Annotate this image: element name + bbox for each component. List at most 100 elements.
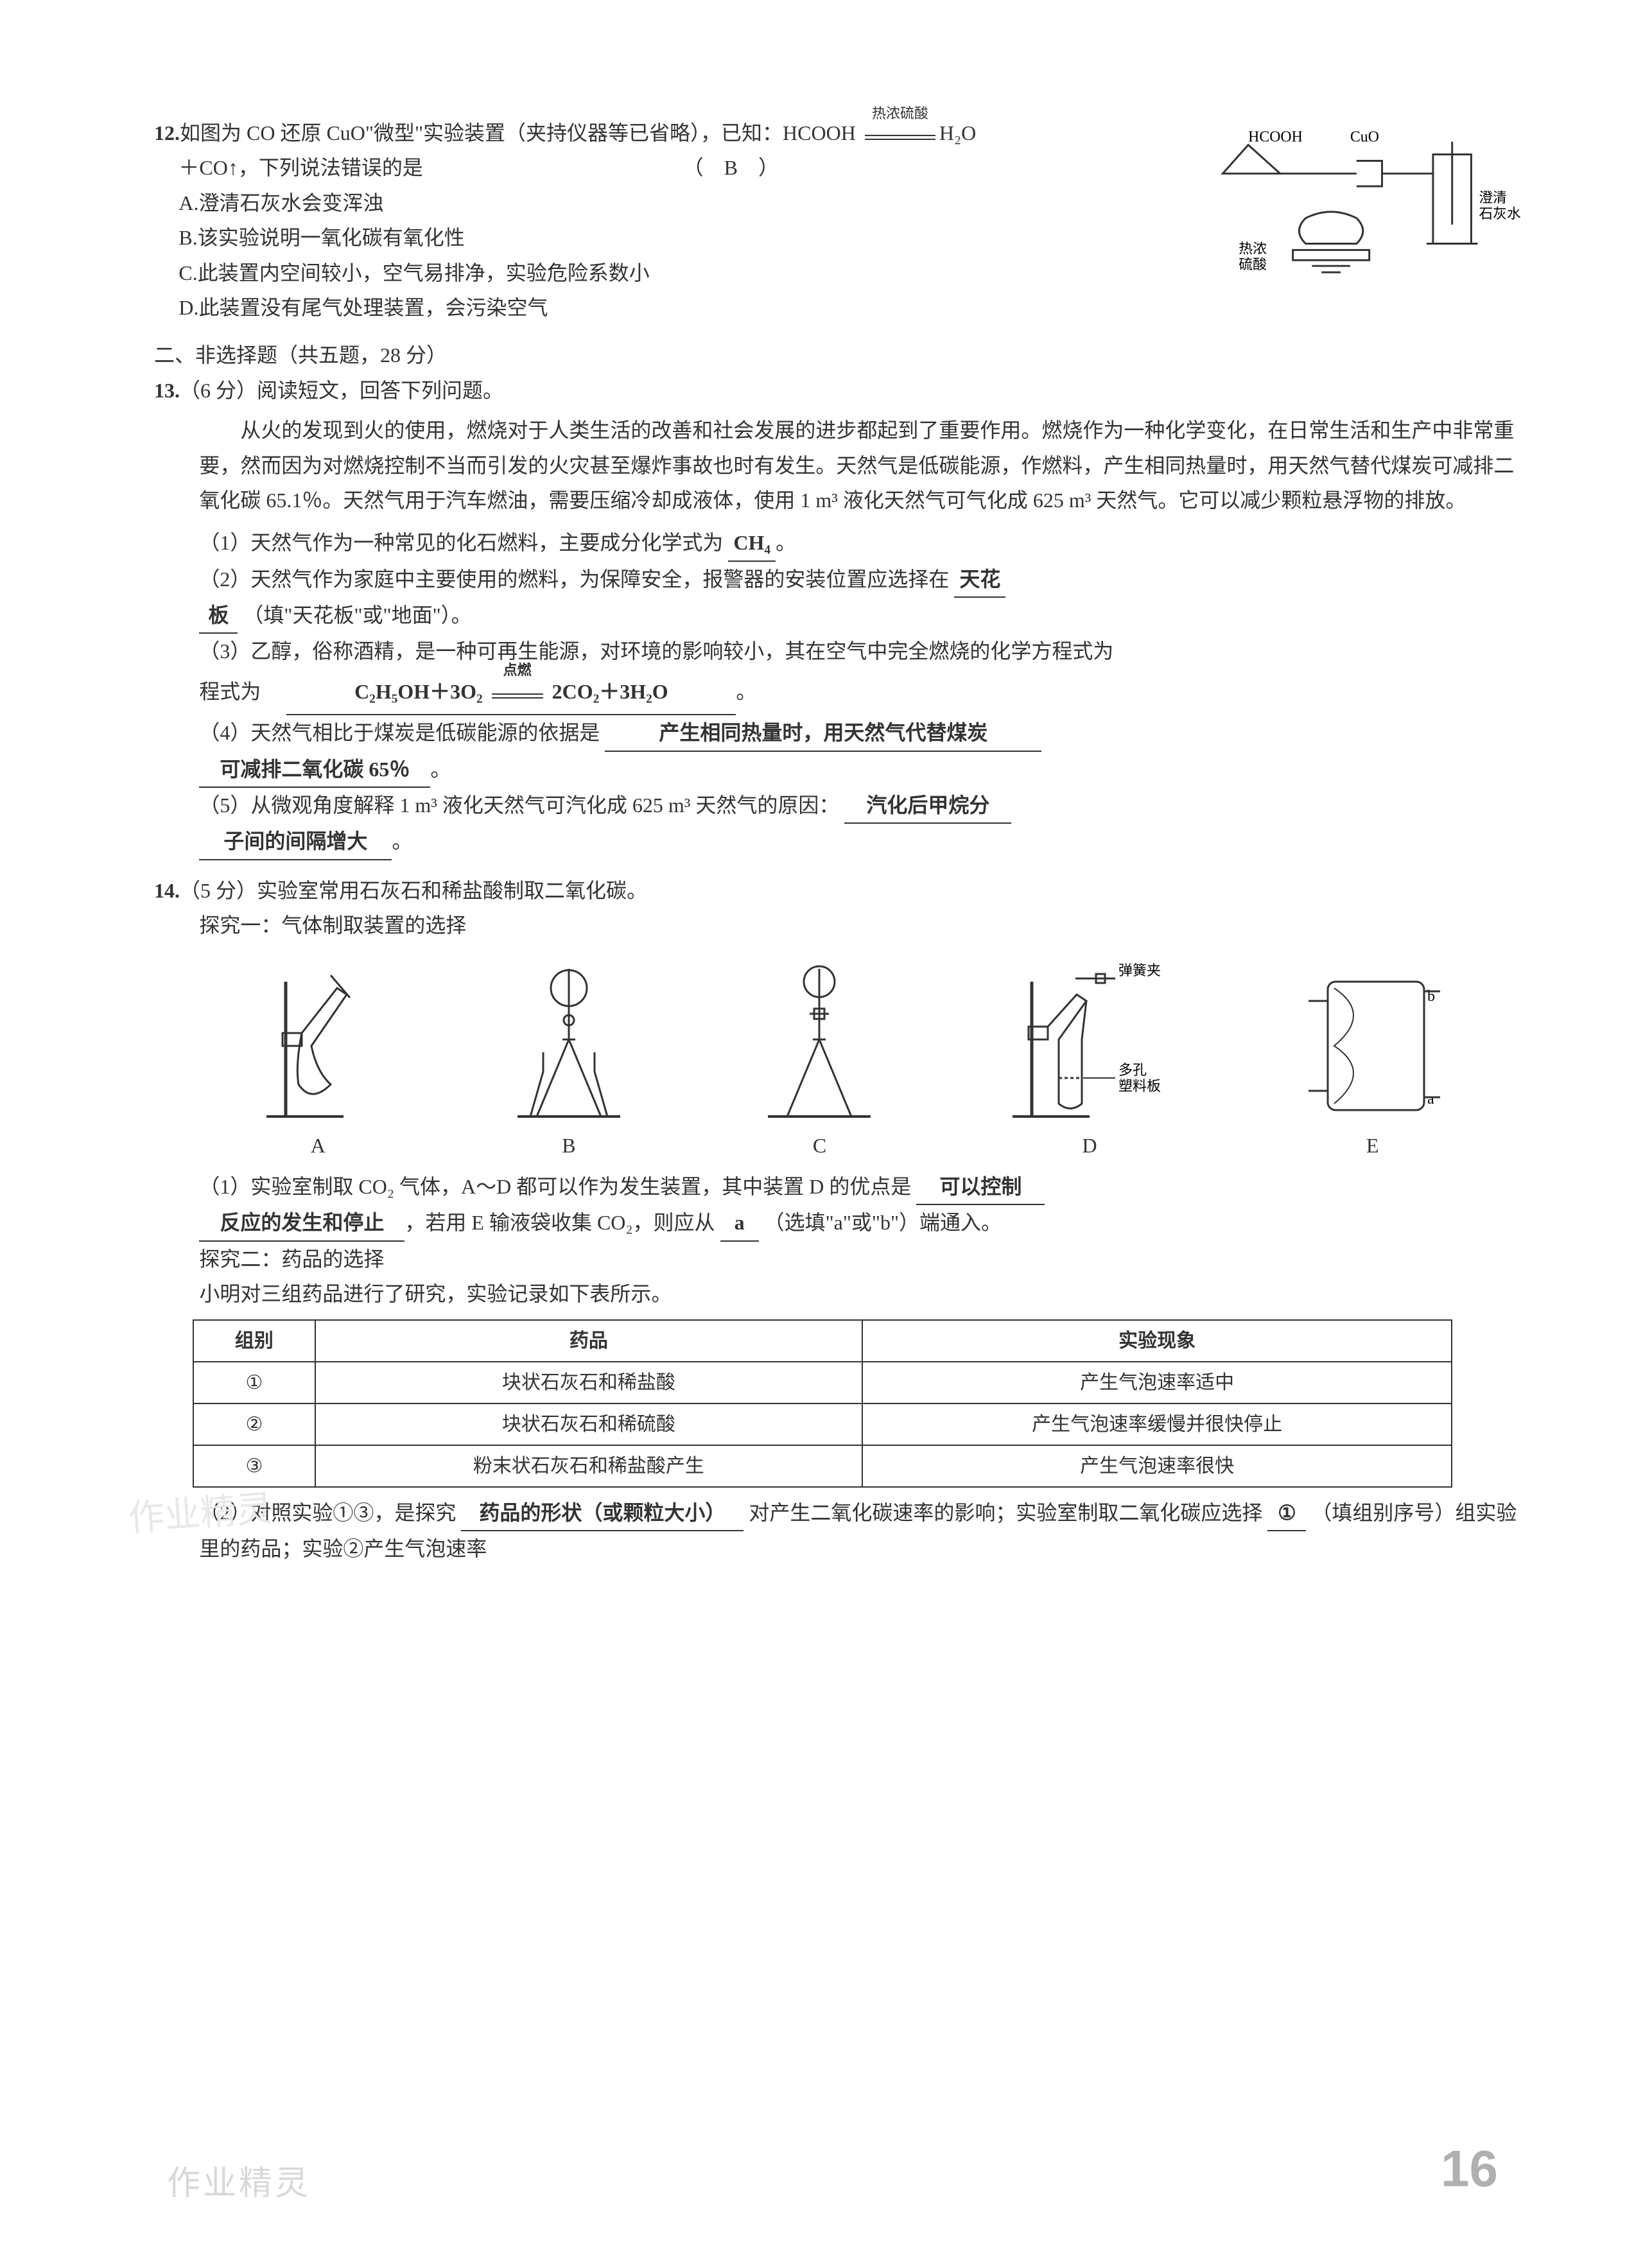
q13-s3a: （3）乙醇，俗称酒精，是一种可再生能源，对环境的影响较小，其在空气中完全燃烧的化… xyxy=(199,639,1113,663)
watermark-bottom: 作业精灵 xyxy=(167,2156,311,2212)
q14-s2b: 对产生二氧化碳速率的影响；实验室制取二氧化碳应选择 xyxy=(749,1501,1262,1524)
q14-e2-intro: 小明对三组药品进行了研究，实验记录如下表所示。 xyxy=(154,1276,1524,1311)
q13-s5c: 。 xyxy=(392,830,412,853)
q13-s2-answer1: 天花 xyxy=(954,562,1005,598)
q13-s3c: 。 xyxy=(736,680,756,703)
q13-s2c: （填"天花板"或"地面"）。 xyxy=(243,604,471,627)
th-obs: 实验现象 xyxy=(862,1320,1452,1362)
q13-s3-answer: C₂H₅OH＋3O₂ 点燃 2CO₂＋3H₂O xyxy=(286,669,736,715)
th-chem: 药品 xyxy=(315,1320,862,1362)
apparatus-a: A xyxy=(247,956,388,1163)
q14-s1-ans2: 反应的发生和停止 xyxy=(199,1205,404,1241)
q13-s5-answer2: 子间的间隔增大 xyxy=(199,824,392,860)
label-hcooh: HCOOH xyxy=(1248,129,1303,146)
q12-opt-d: D.此装置没有尾气处理装置，会污染空气 xyxy=(154,290,1524,325)
cell-1-0: ② xyxy=(193,1404,315,1445)
q12-arrow-text: 热浓硫酸 xyxy=(861,101,939,125)
q13-s1a: （1）天然气作为一种常见的化石燃料，主要成分化学式为 xyxy=(199,531,723,554)
q13-s1-answer: CH₄ xyxy=(728,525,776,561)
q14-s1-ans1: 可以控制 xyxy=(916,1169,1045,1205)
q13-sub5: （5）从微观角度解释 1 m³ 液化天然气可汽化成 625 m³ 天然气的原因：… xyxy=(154,788,1524,824)
cell-2-1: 粉末状石灰石和稀盐酸产生 xyxy=(315,1445,862,1487)
label-acid2: 硫酸 xyxy=(1239,257,1267,272)
q12-stem-a: 如图为 CO 还原 CuO"微型"实验装置（夹持仪器等已省略），已知：HCOOH xyxy=(180,121,856,144)
apparatus-a-label: A xyxy=(311,1128,326,1163)
cell-1-1: 块状石灰石和稀硫酸 xyxy=(315,1404,862,1445)
q13-s3-eq-label: 程式为 xyxy=(199,680,281,703)
apparatus-b-label: B xyxy=(562,1128,575,1163)
apparatus-d: 弹簧夹 多孔 塑料板 D xyxy=(1000,956,1179,1163)
q14-s1b: ，若用 E 输液袋收集 CO₂，则应从 xyxy=(404,1211,715,1234)
q13-sub4: （4）天然气相比于煤炭是低碳能源的依据是 产生相同热量时，用天然气代替煤炭 xyxy=(154,715,1524,751)
q13-s3-arrow: 点燃 xyxy=(488,669,547,714)
q13-s3ans-b: 2CO₂＋3H₂O xyxy=(552,680,668,703)
label-cuo: CuO xyxy=(1350,129,1379,146)
page-number: 16 xyxy=(1441,2125,1498,2212)
question-14: 14.（5 分）实验室常用石灰石和稀盐酸制取二氧化碳。 探究一：气体制取装置的选… xyxy=(154,873,1524,1567)
apparatus-e-label: E xyxy=(1366,1128,1379,1163)
apparatus-c: C xyxy=(749,956,890,1163)
q14-table: 组别 药品 实验现象 ① 块状石灰石和稀盐酸 产生气泡速率适中 ② 块状石灰石和… xyxy=(193,1319,1452,1488)
q13-number: 13. xyxy=(154,379,180,402)
q12-stem-c: ＋CO↑，下列说法错误的是 xyxy=(178,156,422,179)
q12-figure: HCOOH CuO 热浓 硫酸 澄清 石灰水 xyxy=(1164,116,1524,282)
apparatus-row: A B xyxy=(193,956,1511,1163)
q13-s2-answer2: 板 xyxy=(199,598,238,634)
q14-s2-ans2: ① xyxy=(1267,1495,1306,1531)
cell-1-2: 产生气泡速率缓慢并很快停止 xyxy=(862,1404,1452,1445)
label-lime2: 石灰水 xyxy=(1479,206,1521,222)
q13-passage: 从火的发现到火的使用，燃烧对于人类生活的改善和社会发展的进步都起到了重要作用。燃… xyxy=(154,413,1524,517)
q14-number: 14. xyxy=(154,879,180,902)
svg-text:多孔: 多孔 xyxy=(1118,1062,1147,1078)
q13-s3ans-a: C₂H₅OH＋3O₂ xyxy=(354,680,482,703)
svg-text:塑料板: 塑料板 xyxy=(1118,1078,1161,1094)
q14-head: 14.（5 分）实验室常用石灰石和稀盐酸制取二氧化碳。 xyxy=(154,873,1524,908)
q12-answer: （ B ） xyxy=(683,150,779,185)
q12-stem-b: H₂O xyxy=(939,121,976,144)
q13-s3-arrow-text: 点燃 xyxy=(488,655,547,686)
q13-sub4-line2: 可减排二氧化碳 65％。 xyxy=(154,752,1524,788)
q14-s1-ans3: a xyxy=(720,1205,759,1241)
apparatus-b: B xyxy=(498,956,639,1163)
q13-s1b: 。 xyxy=(776,531,796,554)
section-2-header: 二、非选择题（共五题，28 分） xyxy=(154,338,1524,372)
label-acid1: 热浓 xyxy=(1239,241,1267,256)
q13-points: （6 分）阅读短文，回答下列问题。 xyxy=(180,379,503,402)
q13-passage-text: 从火的发现到火的使用，燃烧对于人类生活的改善和社会发展的进步都起到了重要作用。燃… xyxy=(199,413,1524,517)
q13-s2a: （2）天然气作为家庭中主要使用的燃料，为保障安全，报警器的安装位置应选择在 xyxy=(199,568,949,591)
cell-0-1: 块状石灰石和稀盐酸 xyxy=(315,1362,862,1404)
cell-2-2: 产生气泡速率很快 xyxy=(862,1445,1452,1487)
label-lime1: 澄清 xyxy=(1479,190,1507,205)
q14-s1c: （选填"a"或"b"）端通入。 xyxy=(764,1211,1002,1234)
q14-sub1: （1）实验室制取 CO₂ 气体，A～D 都可以作为发生装置，其中装置 D 的优点… xyxy=(154,1169,1524,1205)
q12-number: 12. xyxy=(154,121,180,144)
q13-sub2: （2）天然气作为家庭中主要使用的燃料，为保障安全，报警器的安装位置应选择在 天花 xyxy=(154,562,1524,598)
q13-s4c: 。 xyxy=(430,758,451,781)
table-row: ③ 粉末状石灰石和稀盐酸产生 产生气泡速率很快 xyxy=(193,1445,1452,1487)
table-row: ① 块状石灰石和稀盐酸 产生气泡速率适中 xyxy=(193,1362,1452,1404)
svg-text:弹簧夹: 弹簧夹 xyxy=(1118,962,1161,978)
question-13: 13.（6 分）阅读短文，回答下列问题。 从火的发现到火的使用，燃烧对于人类生活… xyxy=(154,373,1524,860)
q13-head: 13.（6 分）阅读短文，回答下列问题。 xyxy=(154,373,1524,408)
q13-s5a: （5）从微观角度解释 1 m³ 液化天然气可汽化成 625 m³ 天然气的原因： xyxy=(199,794,839,817)
q13-sub2-line2: 板 （填"天花板"或"地面"）。 xyxy=(154,598,1524,634)
q14-s2-ans1: 药品的形状（或颗粒大小） xyxy=(461,1495,743,1531)
q14-sub2: （2）对照实验①③，是探究 药品的形状（或颗粒大小） 对产生二氧化碳速率的影响；… xyxy=(154,1495,1524,1567)
q13-s4-answer1: 产生相同热量时，用天然气代替煤炭 xyxy=(605,715,1041,751)
apparatus-c-label: C xyxy=(813,1128,826,1163)
th-group: 组别 xyxy=(193,1320,315,1362)
q14-e2-title: 探究二：药品的选择 xyxy=(154,1242,1524,1276)
q14-points: （5 分）实验室常用石灰石和稀盐酸制取二氧化碳。 xyxy=(180,879,647,902)
q13-sub3: （3）乙醇，俗称酒精，是一种可再生能源，对环境的影响较小，其在空气中完全燃烧的化… xyxy=(154,634,1524,668)
apparatus-d-label: D xyxy=(1082,1128,1097,1163)
q14-s1a: （1）实验室制取 CO₂ 气体，A～D 都可以作为发生装置，其中装置 D 的优点… xyxy=(199,1175,911,1198)
apparatus-diagram-q12: HCOOH CuO 热浓 硫酸 澄清 石灰水 xyxy=(1165,116,1523,282)
svg-text:a: a xyxy=(1427,1091,1434,1108)
q13-sub1: （1）天然气作为一种常见的化石燃料，主要成分化学式为 CH₄。 xyxy=(154,525,1524,561)
q12-arrow: 热浓硫酸 xyxy=(861,116,939,150)
apparatus-e: a b E xyxy=(1289,956,1456,1163)
table-row: ② 块状石灰石和稀硫酸 产生气泡速率缓慢并很快停止 xyxy=(193,1404,1452,1445)
q13-s4a: （4）天然气相比于煤炭是低碳能源的依据是 xyxy=(199,721,600,744)
q13-sub3-eq: 程式为 C₂H₅OH＋3O₂ 点燃 2CO₂＋3H₂O 。 xyxy=(154,669,1524,715)
q13-sub5-line2: 子间的间隔增大。 xyxy=(154,824,1524,860)
